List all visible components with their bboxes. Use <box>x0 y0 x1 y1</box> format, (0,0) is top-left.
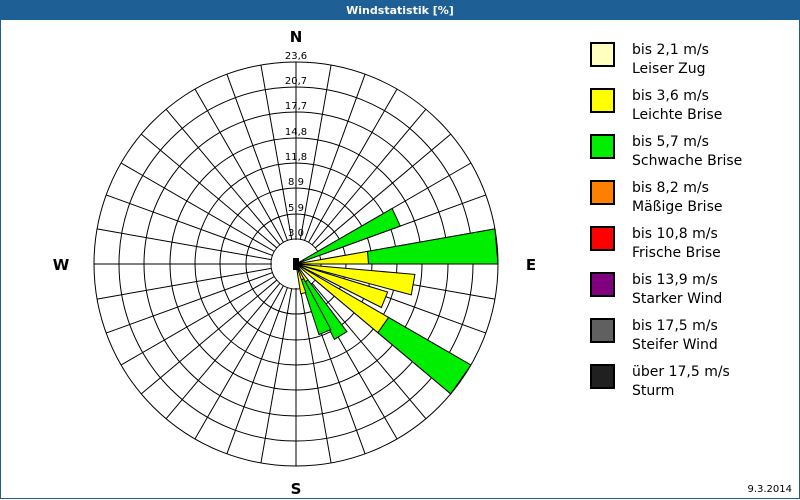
legend-range: über 17,5 m/s <box>632 364 730 380</box>
legend-item-steifer-wind: bis 17,5 m/s Steifer Wind <box>590 318 790 364</box>
legend-range: bis 2,1 m/s <box>632 42 709 58</box>
window-title: Windstatistik [%] <box>346 4 454 17</box>
legend-label: Sturm <box>632 383 675 399</box>
legend-swatch <box>590 318 615 343</box>
legend-item-starker-wind: bis 13,9 m/s Starker Wind <box>590 272 790 318</box>
date-label: 9.3.2014 <box>747 484 792 495</box>
legend-range: bis 8,2 m/s <box>632 180 709 196</box>
legend-label: Leichte Brise <box>632 107 723 123</box>
svg-text:17,7: 17,7 <box>285 101 307 112</box>
legend-swatch <box>590 88 615 113</box>
svg-text:3,0: 3,0 <box>288 228 304 239</box>
legend-label: Schwache Brise <box>632 153 743 169</box>
compass-east: E <box>526 256 536 274</box>
legend-range: bis 10,8 m/s <box>632 226 718 242</box>
svg-text:14,8: 14,8 <box>285 127 307 138</box>
legend-range: bis 3,6 m/s <box>632 88 709 104</box>
legend-swatch <box>590 272 615 297</box>
legend-range: bis 5,7 m/s <box>632 134 709 150</box>
legend-range: bis 13,9 m/s <box>632 272 718 288</box>
legend-label: Starker Wind <box>632 291 723 307</box>
legend-label: Steifer Wind <box>632 337 718 353</box>
legend-label: Leiser Zug <box>632 61 706 77</box>
window-title-bar: Windstatistik [%] <box>0 0 800 20</box>
compass-south: S <box>291 480 302 498</box>
svg-text:23,6: 23,6 <box>285 51 307 62</box>
polar-grid <box>93 61 499 467</box>
legend-swatch <box>590 226 615 251</box>
compass-north: N <box>290 28 303 46</box>
legend-item-leiser-zug: bis 2,1 m/s Leiser Zug <box>590 42 790 88</box>
legend-swatch <box>590 134 615 159</box>
legend-item-schwache-brise: bis 5,7 m/s Schwache Brise <box>590 134 790 180</box>
ring-labels: 3,0 5,9 8,9 11,8 14,8 17,7 20,7 23,6 <box>285 51 307 239</box>
wind-petals <box>293 207 499 395</box>
svg-text:11,8: 11,8 <box>285 152 307 163</box>
legend-range: bis 17,5 m/s <box>632 318 718 334</box>
legend-item-leichte-brise: bis 3,6 m/s Leichte Brise <box>590 88 790 134</box>
svg-text:8,9: 8,9 <box>288 177 304 188</box>
legend-swatch <box>590 364 615 389</box>
legend-label: Frische Brise <box>632 245 721 261</box>
legend-item-maessige-brise: bis 8,2 m/s Mäßige Brise <box>590 180 790 226</box>
svg-text:5,9: 5,9 <box>288 203 304 214</box>
legend-item-sturm: über 17,5 m/s Sturm <box>590 364 790 410</box>
svg-text:20,7: 20,7 <box>285 76 307 87</box>
compass-west: W <box>53 256 70 274</box>
legend-label: Mäßige Brise <box>632 199 723 215</box>
legend-swatch <box>590 180 615 205</box>
legend-swatch <box>590 42 615 67</box>
legend-item-frische-brise: bis 10,8 m/s Frische Brise <box>590 226 790 272</box>
